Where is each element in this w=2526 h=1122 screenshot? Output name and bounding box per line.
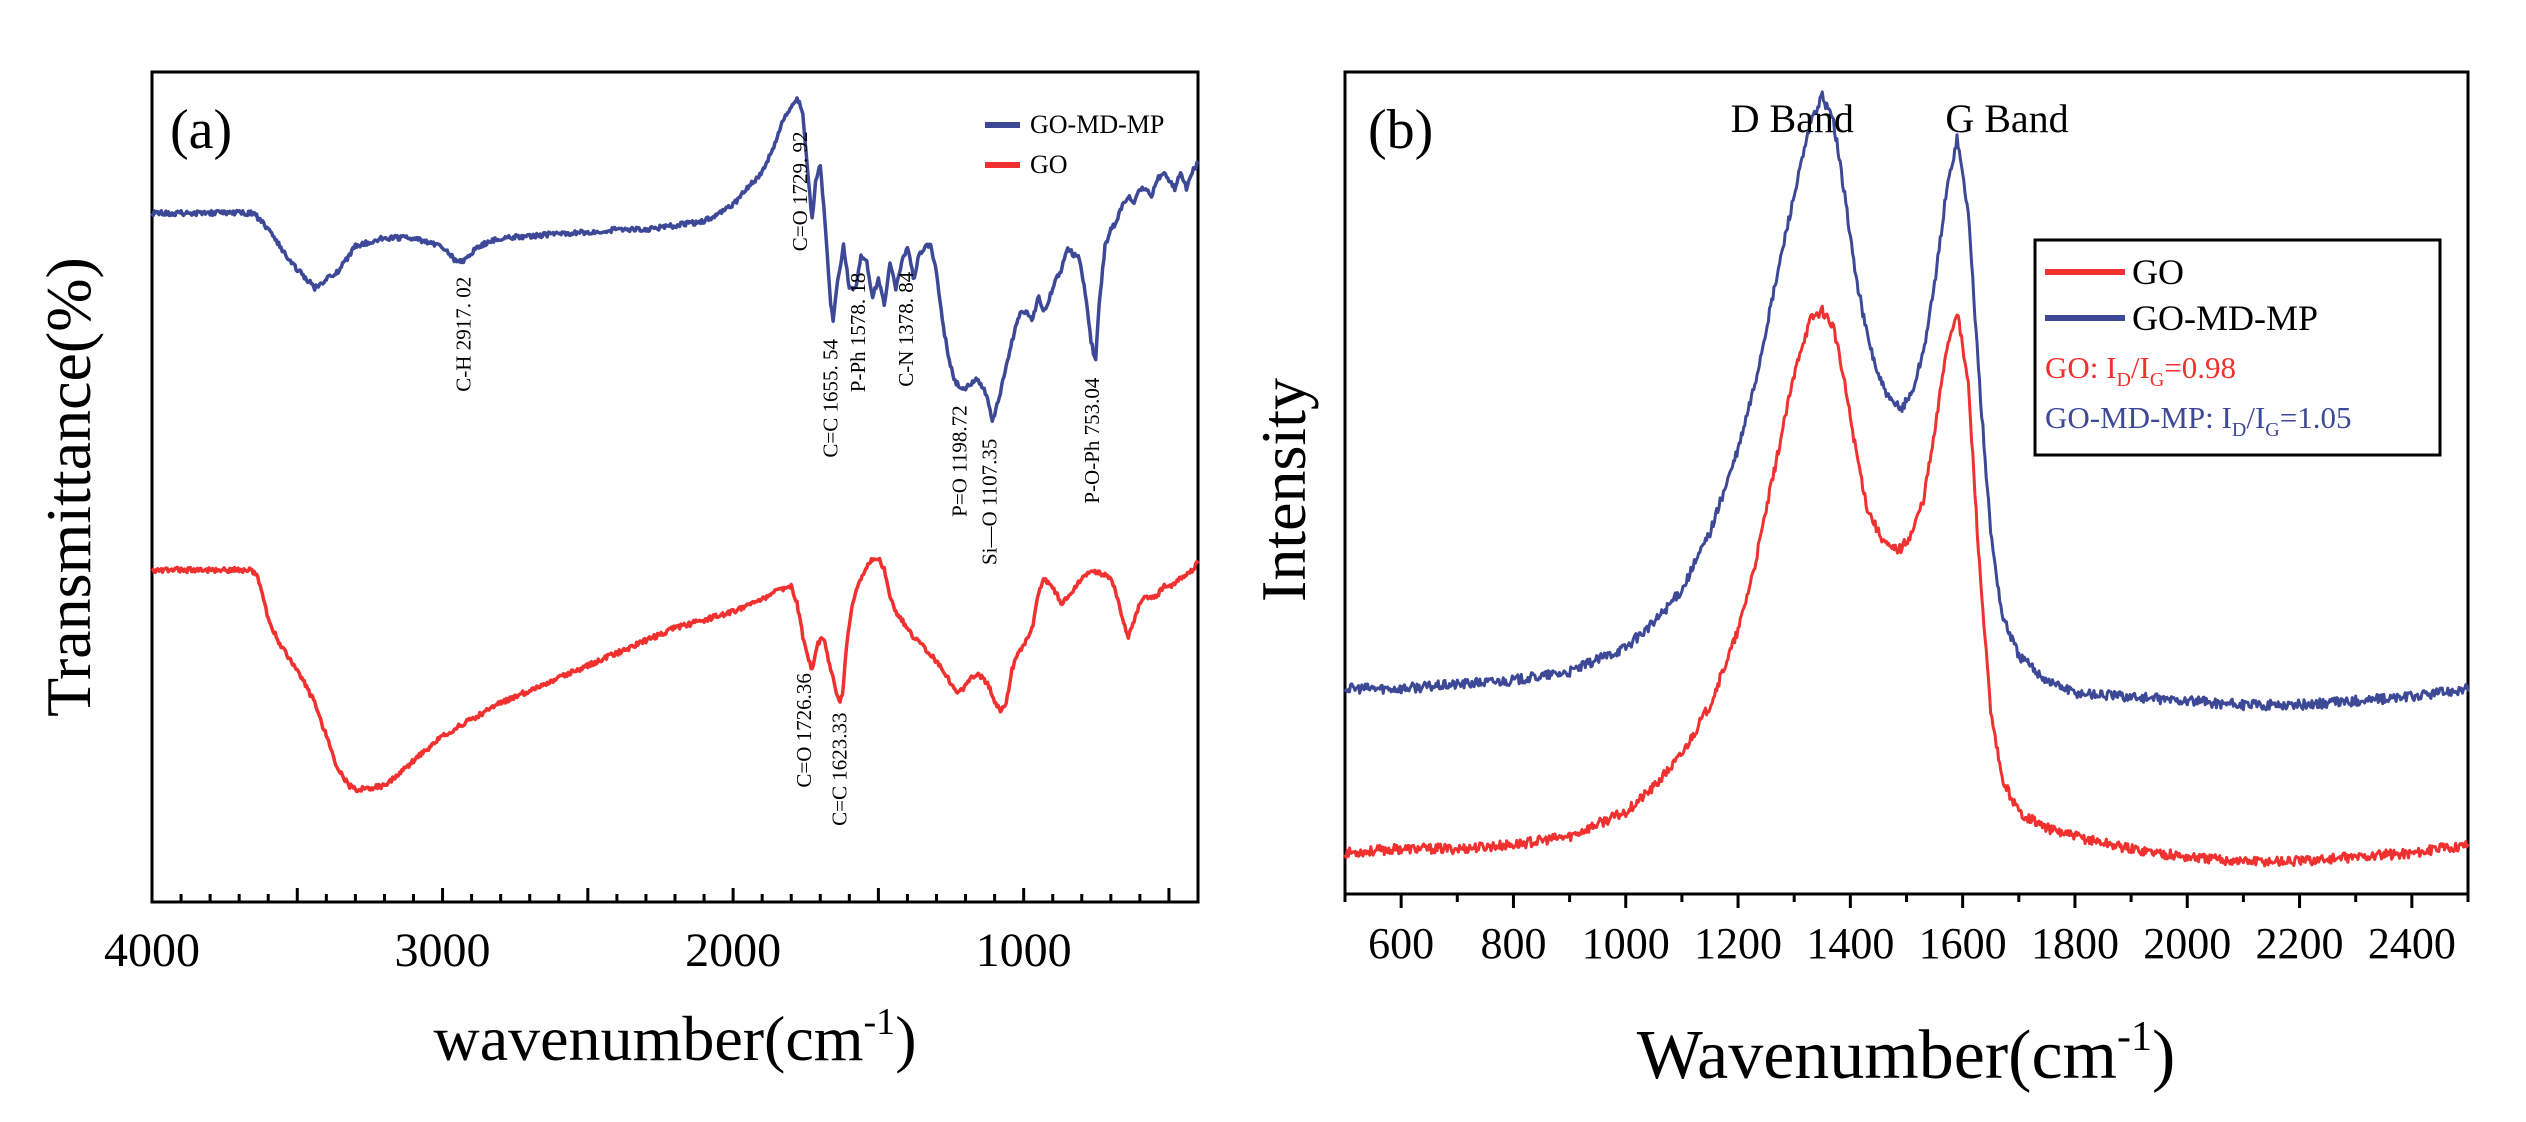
ratio-gomdmp-sub2: G	[2265, 419, 2279, 441]
tick-label-2000: 2000	[2143, 919, 2231, 968]
panel-b-legend: GO GO-MD-MP GO: ID/IG=0.98 GO-MD-MP: ID/…	[2033, 238, 2442, 457]
panel-b-x-axis-label-main: Wavenumber(cm	[1637, 1017, 2117, 1094]
tick-label-1800: 1800	[2031, 919, 2119, 968]
panel-a-ftir-chart: (a) 4000 3000 2000 1000 C-H 2917. 02 C=O 172…	[33, 70, 1200, 1074]
tick-label-1200: 1200	[1694, 919, 1782, 968]
d-band-label: D Band	[1731, 96, 1854, 141]
tick-label-600: 600	[1368, 919, 1434, 968]
panel-a-x-axis-label-end: )	[895, 1003, 916, 1074]
panel-a-annotations: C-H 2917. 02 C=O 1729. 92 C=C 1655. 54P-Ph…	[452, 132, 1104, 826]
g-band-label: G Band	[1945, 96, 2068, 141]
peak-annotation-8: C=O 1726.36	[792, 673, 816, 788]
series-line-go	[150, 556, 1200, 794]
panel-a-x-axis-label-sup: -1	[864, 1001, 896, 1043]
panel-a-x-axis-label: wavenumber(cm-1)	[434, 1001, 917, 1074]
ratio-go-mid: /I	[2131, 350, 2150, 385]
tick-label-1000: 1000	[1582, 919, 1670, 968]
series-line-go-md-mp	[1343, 90, 2470, 712]
tick-label-800: 800	[1480, 919, 1546, 968]
panel-a-plot-frame	[150, 70, 1200, 904]
panel-b-raman-chart: (b) 600 800 1000 1200 1400 1600 1800 2000 2200 24…	[1248, 70, 2470, 1094]
legend-label-go-md-mp: GO-MD-MP	[1030, 110, 1164, 139]
panel-b-x-axis-label-end: )	[2152, 1017, 2175, 1094]
peak-annotation-0: C-H 2917. 02	[452, 277, 476, 392]
tick-label-2400: 2400	[2368, 919, 2456, 968]
peak-annotation-4: C-N 1378. 84	[894, 271, 918, 386]
ratio-go-prefix: GO: I	[2045, 350, 2116, 385]
panel-b-plot-frame	[1343, 70, 2470, 896]
peak-annotation-9: C=C 1623.33	[828, 713, 852, 826]
legend-label-go-md-mp: GO-MD-MP	[2132, 298, 2318, 338]
peak-annotation-2: C=C 1655. 54	[818, 339, 842, 458]
series-line-go	[1343, 304, 2470, 868]
ratio-label-go-md-mp: GO-MD-MP: ID/IG=1.05	[2045, 400, 2351, 441]
panel-a-x-axis-label-main: wavenumber(cm	[434, 1003, 864, 1074]
ratio-go-sub2: G	[2150, 369, 2164, 391]
tick-label-4000: 4000	[104, 924, 200, 977]
ratio-go-sub1: D	[2116, 369, 2130, 391]
peak-annotation-5: P=O 1198.72	[948, 405, 972, 516]
ratio-gomdmp-sub1: D	[2232, 419, 2246, 441]
panel-b-series	[1343, 90, 2470, 868]
peak-annotation-6: Si—O 1107.35	[978, 439, 1002, 565]
panel-b-x-ticks: 600 800 1000 1200 1400 1600 1800 2000 2200 2400	[1343, 894, 2470, 968]
panel-b-label: (b)	[1368, 99, 1433, 161]
panel-b-y-axis-label: Intensity	[1248, 378, 1319, 602]
legend-label-go: GO	[1030, 150, 1068, 179]
panel-a-x-ticks: 4000 3000 2000 1000	[104, 888, 1200, 977]
peak-annotation-3: P-Ph 1578. 18	[846, 273, 870, 393]
legend-label-go: GO	[2132, 252, 2184, 292]
peak-annotation-1: C=O 1729. 92	[788, 132, 812, 252]
tick-label-1000: 1000	[976, 924, 1072, 977]
tick-label-3000: 3000	[395, 924, 491, 977]
ratio-go-suffix: =0.98	[2164, 350, 2236, 385]
ratio-gomdmp-mid: /I	[2246, 400, 2265, 435]
series-line-go-md-mp	[150, 96, 1200, 423]
ratio-gomdmp-suffix: =1.05	[2280, 400, 2352, 435]
panel-b-legend-box	[2033, 238, 2442, 457]
tick-label-2200: 2200	[2256, 919, 2344, 968]
tick-label-1600: 1600	[1919, 919, 2007, 968]
ratio-label-go: GO: ID/IG=0.98	[2045, 350, 2236, 391]
panel-a-label: (a)	[170, 99, 232, 161]
peak-annotation-7: P-O-Ph 753.04	[1080, 377, 1104, 504]
panel-a-y-axis-label: Transmittance(%)	[33, 257, 104, 717]
tick-label-2000: 2000	[685, 924, 781, 977]
panel-b-x-axis-label: Wavenumber(cm-1)	[1637, 1014, 2176, 1094]
panel-b-x-axis-label-sup: -1	[2117, 1014, 2152, 1060]
panel-a-series	[150, 96, 1200, 794]
tick-label-1400: 1400	[1806, 919, 1894, 968]
panel-a-legend: GO-MD-MP GO	[985, 110, 1164, 179]
ratio-gomdmp-prefix: GO-MD-MP: I	[2045, 400, 2232, 435]
